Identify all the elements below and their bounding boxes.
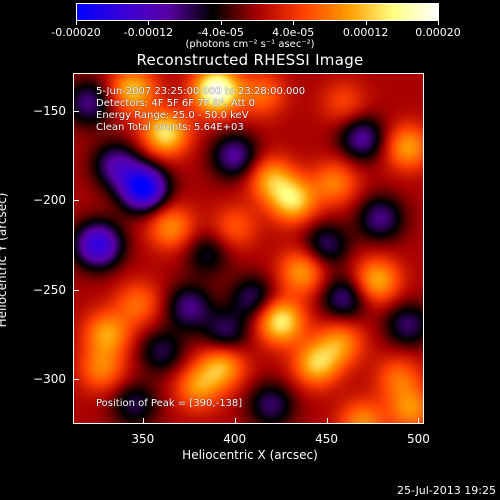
colorbar-tick-mark bbox=[148, 21, 150, 25]
y-tick-label: −200 bbox=[33, 193, 66, 208]
colorbar-tick-label: 0.00012 bbox=[342, 26, 389, 39]
colorbar bbox=[76, 3, 439, 21]
x-tick-mark bbox=[234, 418, 236, 424]
y-axis-label: Heliocentric Y (arcsec) bbox=[0, 192, 9, 328]
colorbar-tick-label: 0.00020 bbox=[415, 26, 461, 39]
colorbar-tick-mark bbox=[365, 21, 367, 25]
annotation-time-range: 5-Jun-2007 23:25:00.000 to 23:28:00.000 bbox=[96, 86, 306, 97]
colorbar-units-label: (photons cm⁻² s⁻¹ asec⁻²) bbox=[185, 39, 315, 50]
x-tick-label: 400 bbox=[223, 432, 247, 446]
y-tick-mark bbox=[73, 200, 79, 202]
y-tick-label: −150 bbox=[33, 103, 66, 118]
x-tick-mark bbox=[418, 418, 420, 424]
y-tick-mark bbox=[73, 289, 79, 291]
heatmap-image bbox=[74, 74, 423, 423]
y-tick-mark bbox=[73, 110, 79, 112]
chart-title: Reconstructed RHESSI Image bbox=[136, 51, 364, 69]
x-tick-label: 450 bbox=[315, 432, 339, 446]
y-tick-mark bbox=[73, 379, 79, 381]
footer-timestamp: 25-Jul-2013 19:25 bbox=[396, 484, 496, 497]
colorbar-tick-mark bbox=[220, 21, 222, 25]
x-tick-mark bbox=[326, 418, 328, 424]
colorbar-tick-label: -0.00012 bbox=[123, 26, 174, 39]
colorbar-tick-label: 4.0e-05 bbox=[272, 26, 315, 39]
colorbar-tick-mark bbox=[76, 21, 77, 25]
x-axis-label: Heliocentric X (arcsec) bbox=[182, 448, 318, 462]
plot-area: 5-Jun-2007 23:25:00.000 to 23:28:00.000 … bbox=[73, 73, 424, 424]
colorbar-tick-label: -4.0e-05 bbox=[197, 26, 244, 39]
annotation-peak-position: Position of Peak = [390,-138] bbox=[96, 398, 243, 409]
x-tick-mark bbox=[142, 418, 144, 424]
x-tick-label: 500 bbox=[407, 432, 430, 446]
colorbar-tick-label: -0.00020 bbox=[51, 26, 101, 39]
y-tick-label: −250 bbox=[33, 282, 66, 297]
colorbar-tick-mark bbox=[438, 21, 439, 25]
annotation-detectors: Detectors: 4F 5F 6F 7F 8F, Att 0 bbox=[96, 98, 256, 109]
annotation-total-counts: Clean Total counts: 5.64E+03 bbox=[96, 122, 244, 133]
colorbar-tick-mark bbox=[293, 21, 295, 25]
y-tick-label: −300 bbox=[33, 372, 66, 387]
annotation-energy-range: Energy Range: 25.0 - 50.0 keV bbox=[96, 110, 249, 121]
x-tick-label: 350 bbox=[131, 432, 155, 446]
